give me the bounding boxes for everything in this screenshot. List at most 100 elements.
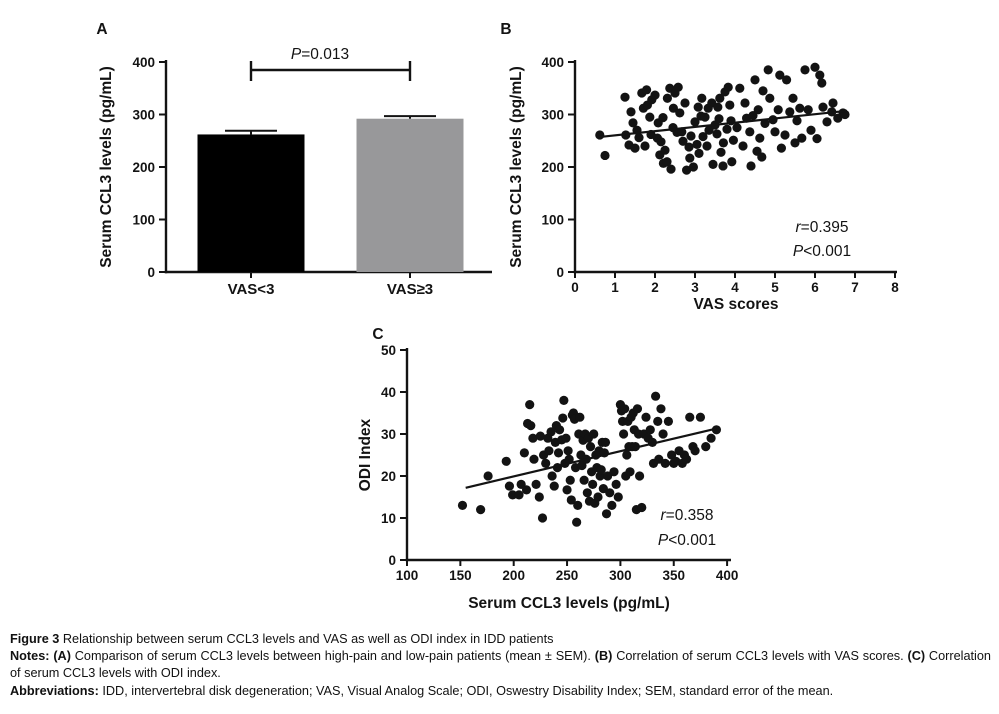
scatter-point: [537, 513, 548, 523]
scatter-point: [531, 479, 541, 489]
scatter-point: [565, 475, 575, 485]
scatter-point: [692, 139, 702, 150]
scatter-point: [753, 105, 763, 115]
scatter-point: [765, 93, 775, 103]
scatter-point: [773, 105, 783, 115]
scatter-point: [803, 105, 813, 115]
x-tick-label: 3: [691, 280, 699, 295]
category-label: VAS≥3: [387, 281, 433, 298]
scatter-point: [776, 143, 787, 153]
scatter-point: [680, 98, 690, 108]
x-tick-label: 350: [662, 568, 685, 583]
scatter-point: [514, 490, 524, 500]
scatter-point: [716, 147, 726, 157]
figure-caption: Figure 3 Relationship between serum CCL3…: [10, 631, 991, 700]
scatter-point: [686, 131, 696, 141]
scatter-point: [589, 429, 599, 439]
x-tick-label: 100: [396, 568, 419, 583]
scatter-point: [549, 481, 559, 491]
scatter-point: [673, 82, 683, 92]
figure-number: Figure 3: [10, 632, 60, 646]
caption-abbreviations: Abbreviations: IDD, intervertebral disk …: [10, 683, 991, 700]
correlation-annotation: P<0.001: [793, 243, 851, 260]
scatter-point: [782, 75, 792, 85]
scatter-point: [519, 448, 529, 458]
scatter-point: [635, 471, 645, 481]
scatter-point: [690, 117, 700, 127]
correlation-annotation: r=0.358: [660, 507, 713, 524]
scatter-point: [642, 85, 652, 95]
scatter-point: [700, 112, 710, 122]
scatter-point: [619, 429, 629, 439]
y-tick-label: 40: [381, 385, 396, 400]
scatter-point: [668, 103, 679, 113]
correlation-annotation: P<0.001: [658, 532, 716, 549]
panel-b-letter: B: [500, 21, 511, 38]
note-a-text: Comparison of serum CCL3 levels between …: [74, 649, 591, 664]
x-tick-label: 1: [611, 280, 619, 295]
scatter-point: [810, 62, 820, 72]
scatter-point: [701, 442, 711, 452]
x-tick-label: 4: [731, 280, 739, 295]
scatter-point: [640, 141, 650, 151]
y-axis-title: ODI Index: [357, 418, 374, 491]
scatter-point: [662, 157, 672, 167]
y-tick-label: 20: [381, 469, 396, 484]
scatter-point: [698, 131, 708, 142]
y-tick-label: 100: [541, 212, 564, 227]
x-tick-label: 8: [891, 280, 899, 295]
x-tick-label: 2: [651, 280, 659, 295]
scatter-point: [800, 65, 810, 75]
y-tick-label: 50: [381, 343, 396, 358]
scatter-point: [546, 427, 556, 437]
scatter-point: [528, 433, 538, 443]
scatter-point: [660, 458, 670, 468]
p-value-annotation: P=0.013: [291, 46, 349, 63]
scatter-point: [526, 421, 536, 431]
scatter-point: [790, 138, 800, 148]
scatter-point: [718, 138, 729, 148]
note-a-label: (A): [53, 649, 71, 664]
scatter-point: [757, 152, 767, 162]
y-axis-title: Serum CCL3 levels (pg/mL): [98, 66, 115, 268]
x-tick-label: 5: [771, 280, 779, 295]
scatter-point: [795, 103, 805, 113]
y-tick-label: 30: [381, 427, 396, 442]
scatter-point: [684, 142, 694, 152]
scatter-point: [658, 429, 668, 439]
x-tick-label: 400: [716, 568, 739, 583]
scatter-point: [628, 118, 638, 128]
correlation-annotation: r=0.395: [795, 219, 848, 236]
scatter-point: [697, 93, 707, 103]
y-axis-title: Serum CCL3 levels (pg/mL): [508, 66, 525, 268]
scatter-point: [690, 446, 700, 456]
scatter-point: [559, 395, 569, 405]
scatter-point: [663, 416, 674, 426]
regression-line: [465, 427, 717, 489]
scatter-point: [525, 400, 535, 410]
scatter-point: [553, 448, 564, 458]
scatter-point: [554, 425, 565, 435]
x-axis-title: VAS scores: [693, 296, 778, 313]
scatter-point: [611, 479, 621, 489]
scatter-point: [660, 145, 670, 155]
scatter-point: [711, 425, 722, 435]
scatter-point: [738, 141, 748, 151]
scatter-point: [704, 125, 714, 135]
scatter-point: [818, 102, 828, 112]
scatter-point: [595, 130, 605, 140]
panel-a-letter: A: [96, 21, 107, 38]
scatter-point: [812, 134, 822, 144]
scatter-point: [728, 135, 739, 145]
y-tick-label: 0: [556, 265, 564, 280]
scatter-point: [561, 433, 571, 443]
scatter-point: [596, 465, 606, 475]
scatter-point: [613, 492, 623, 502]
scatter-point: [562, 485, 572, 495]
scatter-point: [634, 133, 644, 143]
scatter-point: [770, 127, 780, 137]
scatter-point: [695, 412, 706, 422]
scatter-point: [785, 107, 795, 117]
scatter-point: [575, 412, 585, 422]
